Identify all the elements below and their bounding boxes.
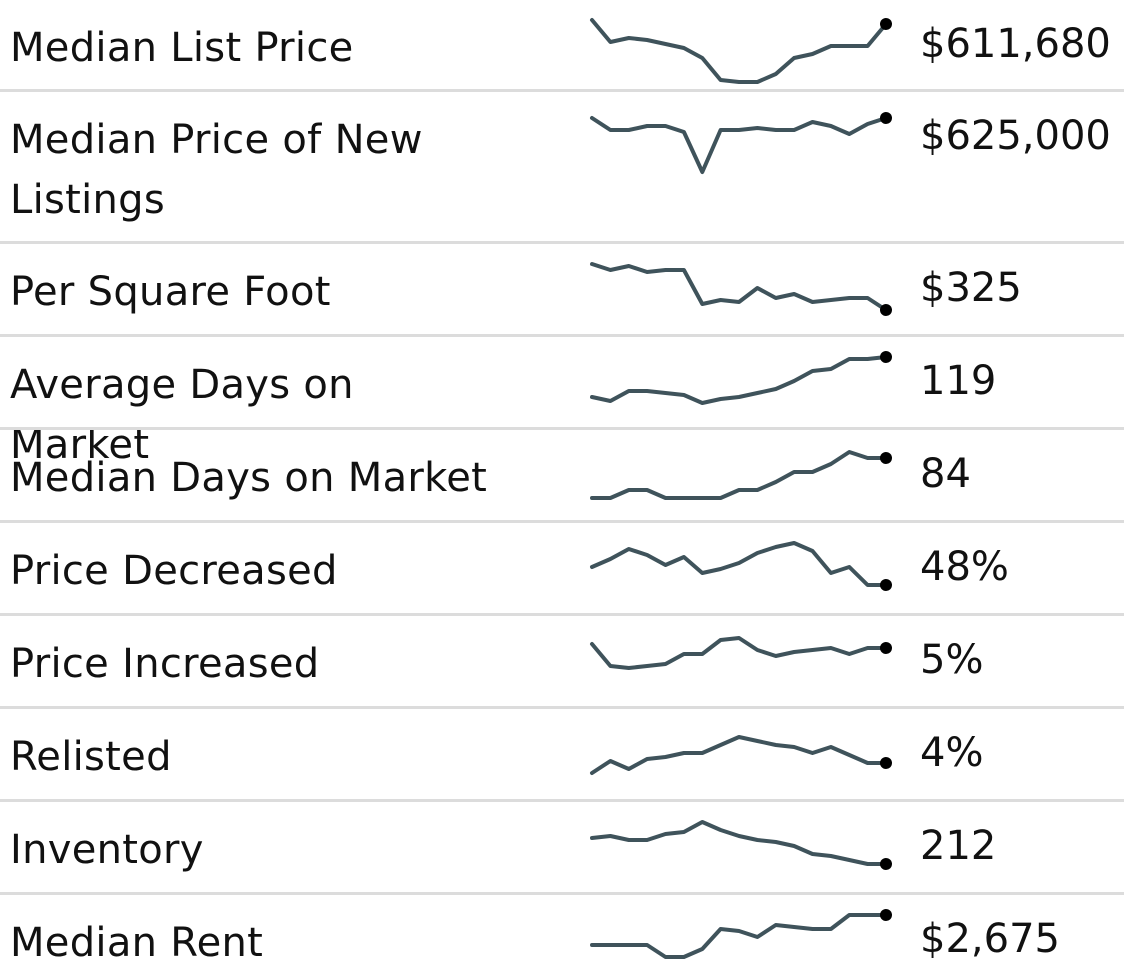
metric-label: Inventory — [10, 827, 204, 873]
metric-value: 5% — [920, 637, 984, 683]
row-divider — [0, 613, 1124, 616]
sparkline-endpoint — [880, 304, 892, 316]
metric-row: Median List Price $611,680 — [0, 0, 1124, 92]
sparkline — [590, 541, 892, 591]
metric-label: Median Days on Market — [10, 455, 488, 501]
sparkline-endpoint — [880, 18, 892, 30]
sparkline — [590, 909, 892, 959]
sparkline-series — [590, 636, 888, 670]
sparkline-series — [590, 735, 888, 775]
metric-value: $625,000 — [920, 113, 1111, 159]
metric-row: Median Rent $2,675 — [0, 895, 1124, 977]
sparkline-series — [590, 116, 888, 174]
metric-row: Median Days on Market 84 — [0, 430, 1124, 523]
metric-value: 119 — [920, 358, 997, 404]
row-divider — [0, 427, 1124, 430]
sparkline — [590, 735, 892, 775]
metric-value: $325 — [920, 265, 1022, 311]
metric-value: 48% — [920, 544, 1009, 590]
metric-label: Price Increased — [10, 641, 320, 687]
sparkline-endpoint — [880, 858, 892, 870]
sparkline-series — [590, 18, 888, 84]
metric-label: Price Decreased — [10, 548, 338, 594]
metric-row: Relisted 4% — [0, 709, 1124, 802]
sparkline — [590, 450, 892, 500]
sparkline — [590, 262, 892, 316]
sparkline-endpoint — [880, 452, 892, 464]
metric-row: Price Increased 5% — [0, 616, 1124, 709]
sparkline — [590, 18, 892, 84]
row-divider — [0, 520, 1124, 523]
row-divider — [0, 89, 1124, 92]
metric-row: Per Square Foot $325 — [0, 244, 1124, 337]
metric-value: $2,675 — [920, 916, 1060, 962]
sparkline-series — [590, 541, 888, 587]
sparkline — [590, 820, 892, 870]
metric-row: Price Decreased 48% — [0, 523, 1124, 616]
sparkline-series — [590, 262, 888, 312]
row-divider — [0, 799, 1124, 802]
metric-value: 4% — [920, 730, 984, 776]
metric-value: 212 — [920, 823, 997, 869]
metric-value: 84 — [920, 451, 971, 497]
metric-label: Median Rent — [10, 920, 264, 966]
row-divider — [0, 892, 1124, 895]
metric-label: Median List Price — [10, 25, 354, 71]
row-divider — [0, 241, 1124, 244]
sparkline-series — [590, 913, 888, 959]
sparkline-endpoint — [880, 579, 892, 591]
metric-row: Inventory 212 — [0, 802, 1124, 895]
metric-row: Average Days on Market 119 — [0, 337, 1124, 468]
metric-label: Per Square Foot — [10, 269, 331, 315]
metric-value: $611,680 — [920, 21, 1111, 67]
sparkline-series — [590, 450, 888, 500]
metric-label: Relisted — [10, 734, 172, 780]
sparkline — [590, 351, 892, 405]
row-divider — [0, 706, 1124, 709]
metric-label: Median Price of New Listings — [10, 117, 423, 223]
sparkline — [590, 636, 892, 670]
sparkline-series — [590, 820, 888, 866]
sparkline-endpoint — [880, 112, 892, 124]
metric-row: Median Price of New Listings $625,000 — [0, 92, 1124, 244]
sparkline-endpoint — [880, 909, 892, 921]
sparkline — [590, 112, 892, 174]
sparkline-series — [590, 355, 888, 405]
row-divider — [0, 334, 1124, 337]
sparkline-endpoint — [880, 642, 892, 654]
sparkline-endpoint — [880, 757, 892, 769]
sparkline-endpoint — [880, 351, 892, 363]
